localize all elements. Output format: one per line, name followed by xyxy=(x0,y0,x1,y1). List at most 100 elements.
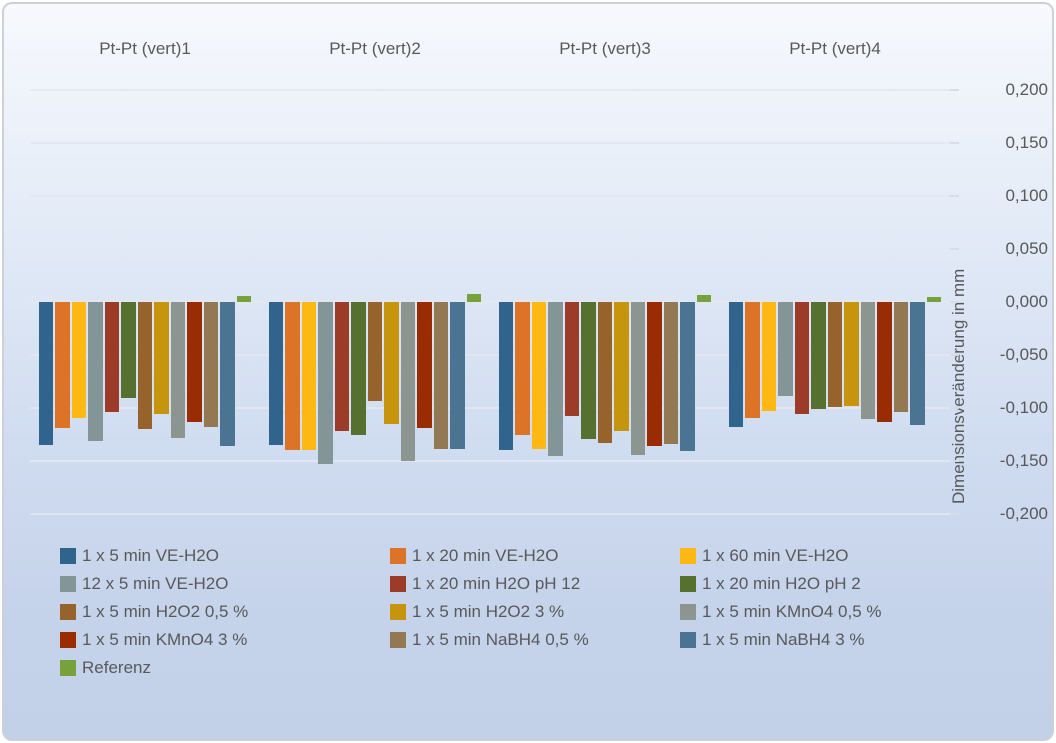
bar xyxy=(433,302,449,450)
bar xyxy=(663,302,679,445)
bar xyxy=(301,302,317,451)
gridline xyxy=(30,195,950,197)
legend-item: 1 x 5 min NaBH4 0,5 % xyxy=(390,626,680,654)
legend-label: 1 x 5 min KMnO4 3 % xyxy=(82,630,248,649)
bar xyxy=(137,302,153,430)
bar xyxy=(121,302,136,399)
bar xyxy=(417,302,432,429)
bar xyxy=(55,302,70,429)
y-axis-tick xyxy=(950,89,959,91)
bar xyxy=(860,302,876,419)
y-axis-tick xyxy=(950,460,959,462)
legend-swatch-icon xyxy=(680,548,696,564)
legend-label: 1 x 20 min H2O pH 12 xyxy=(412,574,581,593)
bar xyxy=(170,302,186,438)
y-tick-label: -0,100 xyxy=(999,398,1048,417)
legend-item: 1 x 20 min H2O pH 2 xyxy=(680,570,1020,598)
bar xyxy=(794,302,810,415)
y-axis-tick xyxy=(950,354,959,356)
reference-bar xyxy=(696,294,711,302)
bar xyxy=(450,302,465,450)
category-axis: Pt-Pt (vert)1 Pt-Pt (vert)2 Pt-Pt (vert)3 P… xyxy=(30,34,950,64)
category-label: Pt-Pt (vert)1 xyxy=(99,39,191,58)
legend-item: 1 x 20 min VE-H2O xyxy=(390,542,680,570)
plot-area xyxy=(30,89,950,515)
legend-label: 1 x 5 min VE-H2O xyxy=(82,546,219,565)
y-tick-label: 0,050 xyxy=(1005,239,1048,258)
y-axis-title: Dimensionsveränderung in mm xyxy=(949,268,968,504)
legend-swatch-icon xyxy=(680,604,696,620)
bar xyxy=(680,302,695,452)
legend-label: 1 x 20 min H2O pH 2 xyxy=(702,574,861,593)
legend-item: 1 x 5 min KMnO4 3 % xyxy=(60,626,390,654)
y-tick-label: 0,000 xyxy=(1005,292,1048,311)
legend-item: 1 x 60 min VE-H2O xyxy=(680,542,1020,570)
category-label: Pt-Pt (vert)3 xyxy=(559,39,651,58)
bar xyxy=(384,302,399,424)
bar xyxy=(515,302,530,435)
legend-swatch-icon xyxy=(390,632,406,648)
legend-label: 12 x 5 min VE-H2O xyxy=(82,574,229,593)
legend-swatch-icon xyxy=(390,548,406,564)
bar xyxy=(910,302,925,425)
bar xyxy=(104,302,120,413)
legend-swatch-icon xyxy=(60,604,76,620)
bar xyxy=(71,302,87,418)
gridline xyxy=(30,407,950,409)
legend-label: 1 x 5 min H2O2 3 % xyxy=(412,602,565,621)
bar xyxy=(761,302,777,412)
bar xyxy=(88,302,103,441)
legend-item: 1 x 5 min H2O2 0,5 % xyxy=(60,598,390,626)
bar-group xyxy=(499,90,711,514)
y-axis-tick xyxy=(950,513,959,515)
legend-swatch-icon xyxy=(390,604,406,620)
legend-item: 12 x 5 min VE-H2O xyxy=(60,570,390,598)
bar xyxy=(39,302,54,446)
legend-item: 1 x 5 min KMnO4 0,5 % xyxy=(680,598,1020,626)
reference-bar xyxy=(236,295,251,302)
y-axis-tick xyxy=(950,301,959,303)
gridline xyxy=(30,301,950,303)
legend-item: 1 x 5 min H2O2 3 % xyxy=(390,598,680,626)
bar xyxy=(334,302,350,432)
bar xyxy=(269,302,284,446)
bar xyxy=(630,302,646,455)
legend-label: 1 x 5 min NaBH4 3 % xyxy=(702,630,865,649)
bar xyxy=(729,302,744,428)
reference-bar xyxy=(926,296,941,302)
bar xyxy=(285,302,300,451)
gridline xyxy=(30,89,950,91)
y-tick-label: 0,200 xyxy=(1005,80,1048,99)
bar xyxy=(203,302,219,428)
bar xyxy=(564,302,580,417)
category-label: Pt-Pt (vert)2 xyxy=(329,39,421,58)
bar xyxy=(318,302,333,465)
y-axis-tick xyxy=(950,142,959,144)
bar xyxy=(220,302,235,447)
reference-bar xyxy=(466,293,481,302)
bar-group xyxy=(39,90,251,514)
bar xyxy=(154,302,169,415)
legend-item: 1 x 5 min VE-H2O xyxy=(60,542,390,570)
legend-swatch-icon xyxy=(60,660,76,676)
bar xyxy=(499,302,514,451)
gridline xyxy=(30,248,950,250)
bar xyxy=(400,302,416,461)
bar xyxy=(877,302,892,422)
bar xyxy=(614,302,629,432)
legend: 1 x 5 min VE-H2O 1 x 20 min VE-H2O 1 x 60 … xyxy=(60,542,1020,682)
legend-item: 1 x 20 min H2O pH 12 xyxy=(390,570,680,598)
gridline xyxy=(30,513,950,515)
gridline xyxy=(30,354,950,356)
bar xyxy=(581,302,596,439)
y-tick-label: 0,100 xyxy=(1005,186,1048,205)
bar xyxy=(187,302,202,422)
bar xyxy=(844,302,859,406)
legend-swatch-icon xyxy=(60,576,76,592)
y-tick-label: -0,200 xyxy=(999,504,1048,523)
gridline xyxy=(30,142,950,144)
gridline xyxy=(30,460,950,462)
bar xyxy=(745,302,760,418)
legend-label: 1 x 5 min KMnO4 0,5 % xyxy=(702,602,882,621)
